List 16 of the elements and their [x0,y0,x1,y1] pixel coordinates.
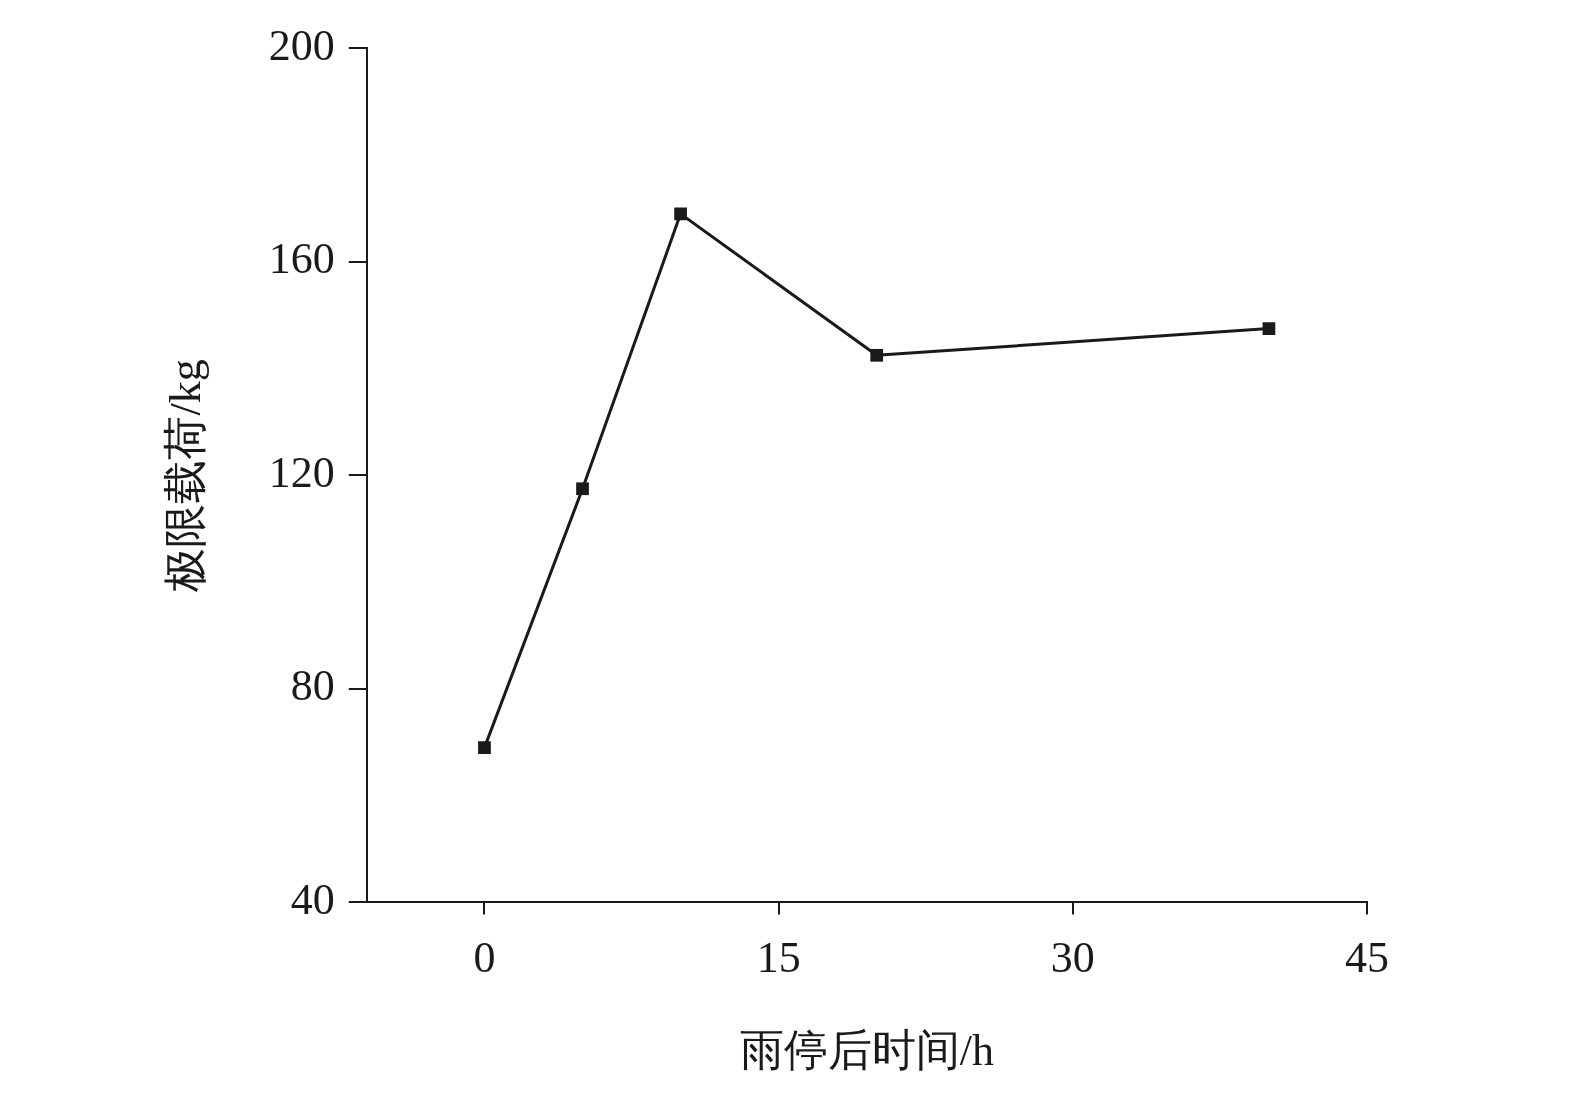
point [870,348,884,362]
y-tick-label: 200 [268,20,335,70]
y-tick-label: 80 [290,661,335,711]
point [576,482,589,496]
x-tick-label: 45 [1345,933,1389,983]
y-axis-title: 极限载荷/kg [160,359,210,593]
y-tick-label: 120 [268,447,335,497]
x-tick-label: 15 [756,933,801,983]
point [478,741,491,754]
y-tick-label: 40 [290,874,335,924]
x-tick-label: 0 [473,933,496,983]
point [674,207,687,221]
point [1262,322,1276,335]
y-tick-label: 160 [268,234,335,284]
x-tick-label: 30 [1050,933,1095,983]
x-axis-title: 雨停后时间/h [739,1026,995,1076]
